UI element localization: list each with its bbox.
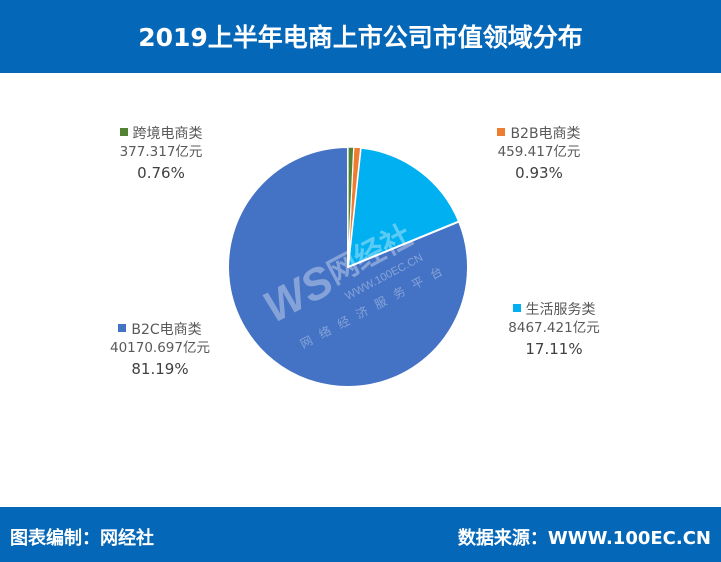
label-value: 40170.697亿元 <box>109 339 210 356</box>
label-percent: 17.11% <box>525 340 583 359</box>
pie-slice-life-services <box>347 146 460 268</box>
label-percent: 81.19% <box>131 360 189 379</box>
legend-swatch-b2c <box>118 324 127 332</box>
label-name: B2C电商类 <box>131 322 202 338</box>
legend-swatch-cross-border <box>119 128 128 136</box>
label-name: B2B电商类 <box>510 126 581 142</box>
title-banner: 2019上半年电商上市公司市值领域分布 <box>0 0 721 73</box>
label-value: 459.417亿元 <box>497 143 581 160</box>
label-name: 生活服务类 <box>525 302 596 318</box>
chart-area: WS 网经社 WWW.100EC.CN 网络经济服务平台 跨境电商类 377.3… <box>0 73 721 507</box>
data-source: 数据来源：WWW.100EC.CN <box>457 528 711 549</box>
label-percent: 0.76% <box>137 164 185 183</box>
label-cross-border: 跨境电商类 377.317亿元 0.76% <box>106 126 216 183</box>
pie-slice-cross-border <box>347 146 355 268</box>
legend-swatch-life-services <box>512 304 521 312</box>
label-life-services: 生活服务类 8467.421亿元 17.11% <box>494 302 614 359</box>
label-percent: 0.93% <box>515 164 563 183</box>
legend-swatch-b2b <box>497 128 506 136</box>
chart-title: 2019上半年电商上市公司市值领域分布 <box>138 22 583 52</box>
label-name: 跨境电商类 <box>132 126 203 142</box>
label-b2b: B2B电商类 459.417亿元 0.93% <box>484 126 594 183</box>
pie-chart <box>227 146 469 388</box>
footer-banner: 图表编制：网经社 数据来源：WWW.100EC.CN <box>0 507 721 562</box>
chart-credit: 图表编制：网经社 <box>10 528 154 549</box>
label-b2c: B2C电商类 40170.697亿元 81.19% <box>100 322 220 379</box>
label-value: 377.317亿元 <box>119 143 203 160</box>
label-value: 8467.421亿元 <box>508 319 600 336</box>
